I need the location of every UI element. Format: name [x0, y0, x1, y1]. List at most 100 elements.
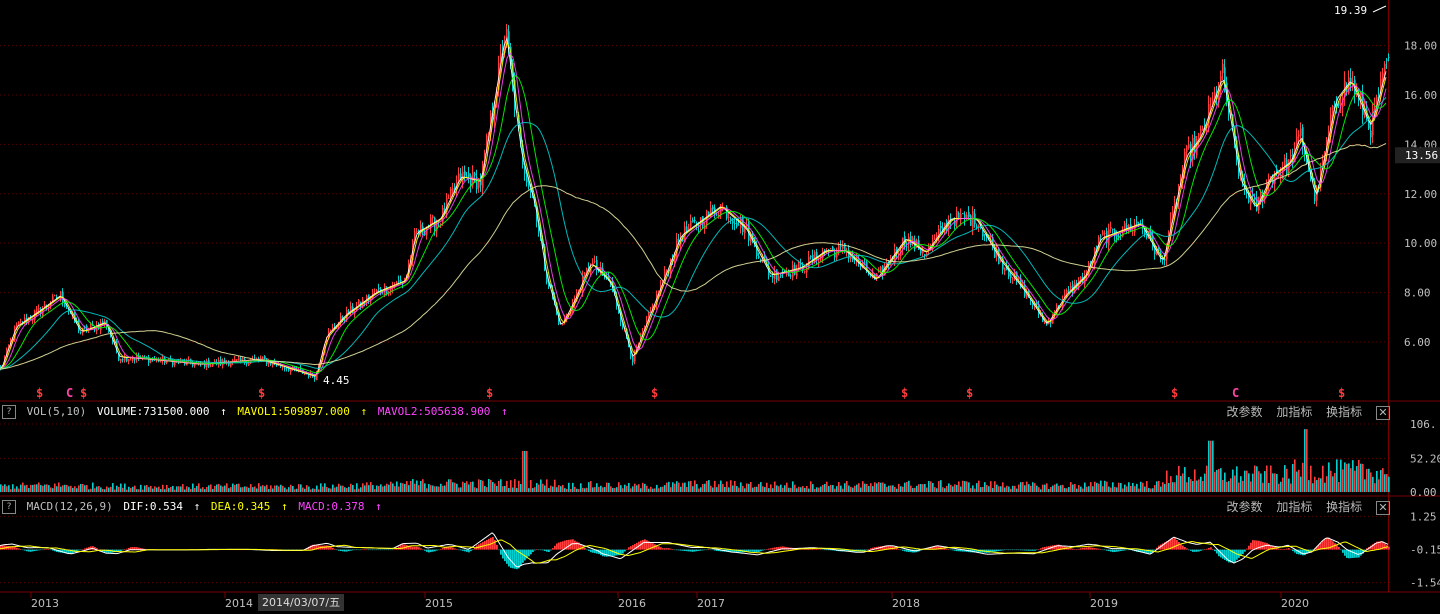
- macd-bar: [666, 548, 668, 550]
- volume-bar: [148, 487, 150, 492]
- volume-bar: [170, 486, 172, 492]
- volume-bar: [1118, 482, 1120, 492]
- candle-body: [542, 239, 544, 248]
- volume-bar: [1304, 429, 1306, 492]
- switch-indicator-button[interactable]: 换指标: [1326, 500, 1363, 514]
- macd-bar: [16, 547, 18, 550]
- macd-bar: [1210, 547, 1212, 550]
- volume-bar: [242, 487, 244, 492]
- candle-body: [664, 271, 666, 281]
- volume-bar: [1208, 440, 1210, 492]
- macd-bar: [1062, 545, 1064, 550]
- change-params-button[interactable]: 改参数: [1226, 500, 1263, 514]
- volume-bar: [1296, 471, 1298, 492]
- macd-bar: [22, 549, 24, 551]
- add-indicator-button[interactable]: 加指标: [1276, 500, 1313, 514]
- volume-bar: [836, 486, 838, 492]
- macd-indicator-header: ? MACD(12,26,9) DIF:0.534 ↑ DEA:0.345 ↑ …: [0, 498, 1390, 516]
- volume-bar: [494, 483, 496, 492]
- macd-bar: [1040, 548, 1042, 550]
- macd-bar: [512, 549, 514, 569]
- candle-body: [838, 245, 840, 252]
- macd-bar: [1376, 541, 1378, 550]
- macd-bar: [496, 544, 498, 550]
- volume-bar: [376, 485, 378, 492]
- volume-bar: [1388, 476, 1390, 492]
- macd-bar: [564, 540, 566, 550]
- volume-bar: [898, 483, 900, 492]
- macd-bar: [752, 549, 754, 552]
- volume-bar: [760, 482, 762, 492]
- volume-bar: [1306, 429, 1308, 492]
- macd-bar: [1024, 549, 1026, 551]
- volume-bar: [458, 487, 460, 492]
- volume-bar: [218, 483, 220, 492]
- volume-bar: [1322, 465, 1324, 492]
- volume-bar: [912, 488, 914, 492]
- volume-bar: [704, 483, 706, 492]
- candle-body: [832, 246, 834, 251]
- macd-bar: [1334, 543, 1336, 550]
- candle-body: [586, 268, 588, 275]
- macd-bar: [558, 542, 560, 550]
- volume-bar: [82, 483, 84, 492]
- volume-bar: [290, 484, 292, 492]
- volume-bar: [1142, 482, 1144, 492]
- macd-bar: [138, 547, 140, 550]
- macd-bar: [652, 543, 654, 550]
- macd-bar: [326, 545, 328, 550]
- volume-bar: [164, 489, 166, 492]
- volume-bar: [750, 481, 752, 492]
- candle-body: [52, 296, 54, 303]
- candle-body: [500, 53, 502, 64]
- candle-body: [1080, 276, 1082, 281]
- volume-bar: [1114, 486, 1116, 492]
- volume-bar: [1020, 482, 1022, 492]
- macd-bar: [318, 545, 320, 550]
- candle-body: [1236, 140, 1238, 158]
- volume-bar: [1048, 489, 1050, 492]
- help-button[interactable]: ?: [2, 405, 16, 419]
- macd-bar: [444, 547, 446, 550]
- macd-bar: [1126, 549, 1128, 551]
- close-icon[interactable]: ✕: [1376, 405, 1390, 420]
- volume-bar: [810, 481, 812, 492]
- macd-bar: [346, 549, 348, 552]
- candle-body: [674, 256, 676, 264]
- macd-bar: [536, 549, 538, 550]
- volume-bar: [756, 486, 758, 492]
- macd-tick-label: -1.54: [1410, 577, 1440, 590]
- switch-indicator-button[interactable]: 换指标: [1326, 405, 1363, 419]
- volume-bar: [354, 489, 356, 492]
- candle-body: [750, 234, 752, 242]
- candle-body: [694, 219, 696, 221]
- macd-bar: [466, 549, 468, 552]
- help-button[interactable]: ?: [2, 500, 16, 514]
- volume-bar: [1200, 476, 1202, 492]
- macd-bar: [64, 549, 66, 554]
- volume-bar: [826, 481, 828, 492]
- macd-bar: [816, 548, 818, 550]
- volume-bar: [558, 485, 560, 492]
- add-indicator-button[interactable]: 加指标: [1276, 405, 1313, 419]
- volume-bar: [1188, 477, 1190, 492]
- volume-bar: [998, 486, 1000, 492]
- candle-body: [1382, 72, 1384, 83]
- candle-body: [424, 232, 426, 236]
- macd-bar: [1012, 549, 1014, 551]
- x-axis-label: 2013: [31, 597, 59, 610]
- macd-bar: [86, 547, 88, 550]
- candle-body: [594, 261, 596, 263]
- candle-body: [446, 198, 448, 212]
- macd-bar: [1344, 549, 1346, 556]
- macd-bar: [1294, 549, 1296, 553]
- close-icon[interactable]: ✕: [1376, 500, 1390, 515]
- volume-bar: [818, 487, 820, 492]
- macd-bar: [706, 549, 708, 551]
- change-params-button[interactable]: 改参数: [1226, 405, 1263, 419]
- volume-bar: [116, 485, 118, 492]
- arrow-up-icon: ↑: [501, 405, 508, 418]
- volume-bar: [992, 487, 994, 492]
- volume-bar: [142, 489, 144, 492]
